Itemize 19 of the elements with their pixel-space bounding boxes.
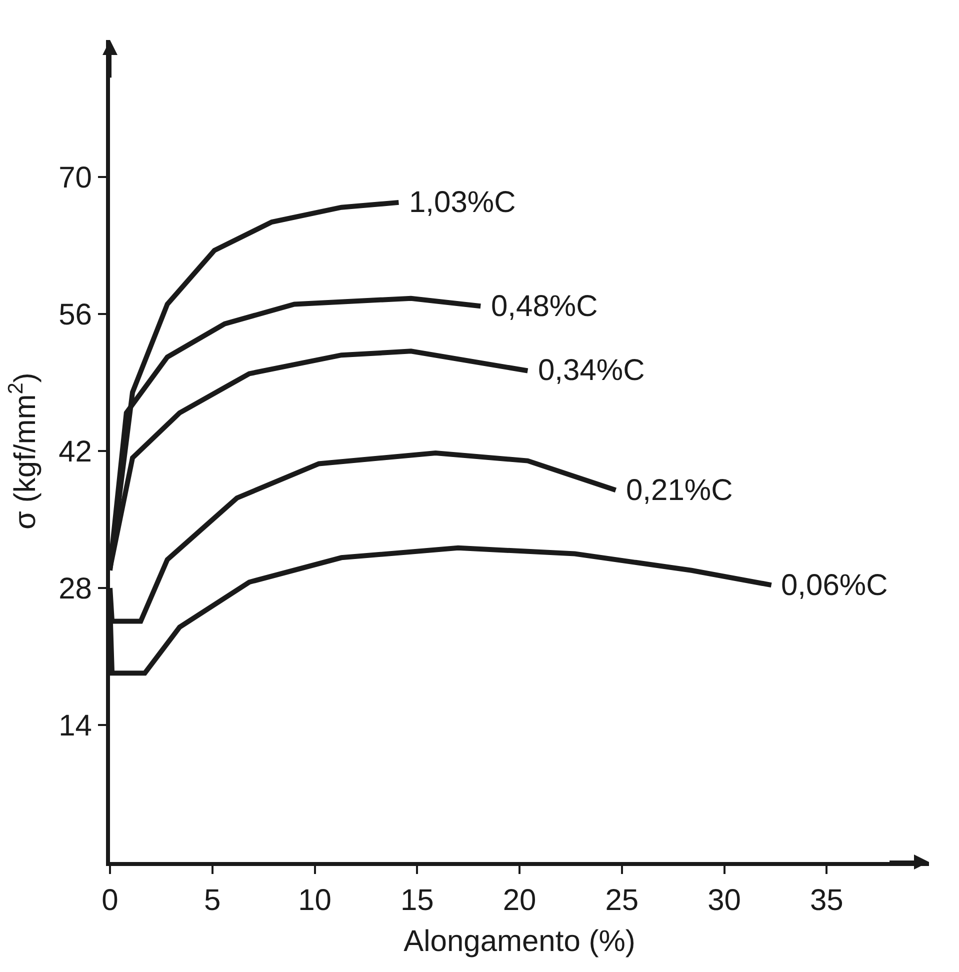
series-label: 0,34%C [538, 354, 645, 387]
x-tick-label: 30 [708, 884, 741, 917]
x-axis-title: Alongamento (%) [404, 925, 636, 958]
y-tick-label: 42 [58, 436, 92, 468]
y-tick-label: 14 [58, 710, 92, 742]
y-tick-label: 70 [58, 162, 92, 194]
x-tick-label: 20 [502, 884, 536, 917]
x-tick-label: 15 [400, 884, 434, 917]
x-tick-label: 35 [810, 884, 844, 917]
series-label: 0,21%C [626, 474, 733, 507]
x-tick-label: 25 [605, 884, 639, 917]
x-tick-label: 0 [102, 884, 118, 917]
y-tick-label: 28 [58, 572, 92, 606]
x-tick-label: 10 [298, 884, 332, 917]
series-label: 0,48%C [491, 290, 598, 323]
series-label: 1,03%C [409, 186, 516, 219]
y-tick-label: 56 [58, 298, 92, 332]
x-tick-label: 5 [204, 884, 221, 917]
series-label: 0,06%C [781, 569, 888, 602]
